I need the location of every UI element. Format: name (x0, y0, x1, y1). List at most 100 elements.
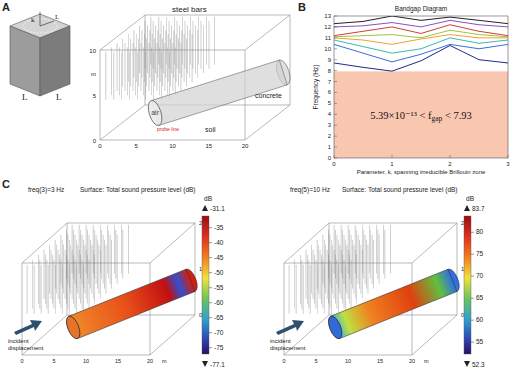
steel-bar (151, 47, 152, 95)
steel-bar (168, 34, 169, 82)
steel-bar (195, 26, 196, 74)
steel-bar (372, 235, 373, 284)
steel-bar (122, 230, 123, 279)
colorbar-tick-label: -40 (214, 239, 224, 246)
min-marker (464, 361, 470, 367)
steel-bar (355, 250, 356, 299)
steel-bar (201, 21, 202, 69)
tunnel (331, 269, 457, 338)
steel-bar (51, 250, 52, 299)
steel-bar (376, 225, 377, 274)
steel-bar (127, 47, 128, 95)
y-tick-label: 7 (328, 79, 332, 85)
steel-bar (152, 34, 153, 82)
label: probe line (157, 126, 179, 132)
colorbar-min: -77.1 (210, 361, 225, 368)
steel-bar (128, 34, 129, 82)
label: freq(3)=3 Hz (28, 186, 64, 194)
steel-bar (70, 245, 71, 294)
steel-bar (336, 260, 337, 309)
steel-bar (360, 245, 361, 294)
steel-bar (67, 260, 68, 309)
cell-face (40, 26, 70, 96)
y-tick (334, 114, 337, 115)
colorbar-tick (209, 242, 212, 243)
steel-bar (167, 47, 168, 95)
colorbar-tick (471, 342, 474, 343)
band-line (334, 16, 508, 24)
colorbar-tick-label: -55 (214, 284, 224, 291)
y-tick-label: 5 (328, 100, 332, 106)
box-edge (329, 223, 457, 224)
steel-bar (156, 43, 157, 91)
y-tick-label: 10 (324, 46, 331, 52)
steel-bar (358, 235, 359, 284)
label: 0 (199, 312, 202, 318)
x-tick-label: 1 (390, 161, 394, 167)
colorbar-tick-label: -70 (214, 329, 224, 336)
steel-bar (138, 39, 139, 87)
steel-bar (289, 265, 290, 314)
label: L (56, 92, 62, 102)
steel-bar (324, 265, 325, 314)
steel-bar (160, 34, 161, 82)
annotation: 5.39×10⁻¹³ < fgap < 7.93 (370, 110, 472, 124)
label: 0 (282, 358, 285, 364)
box-edge (100, 50, 245, 51)
steel-bar (384, 230, 385, 279)
steel-bar (65, 250, 66, 299)
band-line (334, 45, 508, 71)
steel-bar (338, 265, 339, 314)
chart-title: Bandgap Diagram (395, 5, 447, 13)
label: 15 (377, 358, 383, 364)
steel-bar (140, 43, 141, 91)
steel-bar (314, 255, 315, 304)
y-tick-label: 12 (324, 24, 331, 30)
steel-bar (331, 265, 332, 314)
y-tick (334, 136, 337, 137)
panel-b: Bandgap Diagram0123456789101112130123Par… (312, 5, 510, 175)
colorbar-tick-label: -45 (214, 254, 224, 261)
steel-bar (113, 52, 114, 100)
steel-bar (154, 39, 155, 87)
y-tick-label: 1 (328, 144, 332, 150)
steel-bar (96, 235, 97, 284)
steel-bar (365, 235, 366, 284)
steel-bar (369, 225, 370, 274)
y-tick (334, 59, 337, 60)
y-tick (334, 37, 337, 38)
steel-bar (90, 240, 91, 289)
colorbar-tick (209, 317, 212, 318)
colorbar-tick (471, 254, 474, 255)
steel-bar (348, 250, 349, 299)
label: 5 (135, 143, 139, 149)
steel-bar (105, 245, 106, 294)
colorbar-tick (209, 347, 212, 348)
steel-bar (121, 52, 122, 100)
colorbar-tick (209, 272, 212, 273)
steel-bar (105, 52, 106, 100)
steel-bar (203, 26, 204, 74)
steel-bar (206, 17, 207, 65)
panel-c-plot: freq(3)=3 HzSurface: Total sound pressur… (8, 186, 225, 368)
steel-bar (353, 245, 354, 294)
colorbar-tick-label: -75 (214, 344, 224, 351)
x-tick (450, 155, 451, 158)
steel-bar (34, 265, 35, 314)
steel-bar (317, 265, 318, 314)
cell-face (10, 26, 40, 96)
steel-bar (59, 255, 60, 304)
steel-bar (370, 230, 371, 279)
steel-bar (73, 255, 74, 304)
colorbar (202, 216, 209, 354)
steel-bar (104, 240, 105, 289)
steel-bar (74, 260, 75, 309)
panel-a: LLkLsteel barsairprobe lineconcretesoil1… (10, 5, 293, 149)
steel-bar (83, 265, 84, 314)
panel-label: B (298, 1, 306, 13)
colorbar-tick (471, 232, 474, 233)
box-edge (245, 15, 290, 50)
steel-bar (345, 265, 346, 314)
box-edge (412, 223, 457, 263)
steel-bar (136, 34, 137, 82)
